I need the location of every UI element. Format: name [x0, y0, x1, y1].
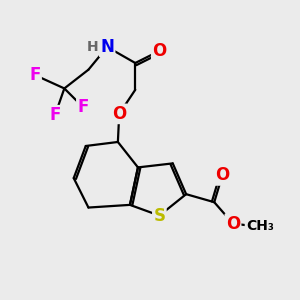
Text: F: F: [29, 66, 40, 84]
Text: F: F: [77, 98, 89, 116]
Text: O: O: [215, 167, 230, 184]
Text: O: O: [152, 42, 166, 60]
Text: F: F: [49, 106, 61, 124]
Text: CH₃: CH₃: [246, 219, 274, 233]
Text: H: H: [87, 40, 98, 54]
Text: N: N: [100, 38, 114, 56]
Text: S: S: [153, 207, 165, 225]
Text: O: O: [112, 105, 126, 123]
Text: O: O: [226, 214, 240, 232]
